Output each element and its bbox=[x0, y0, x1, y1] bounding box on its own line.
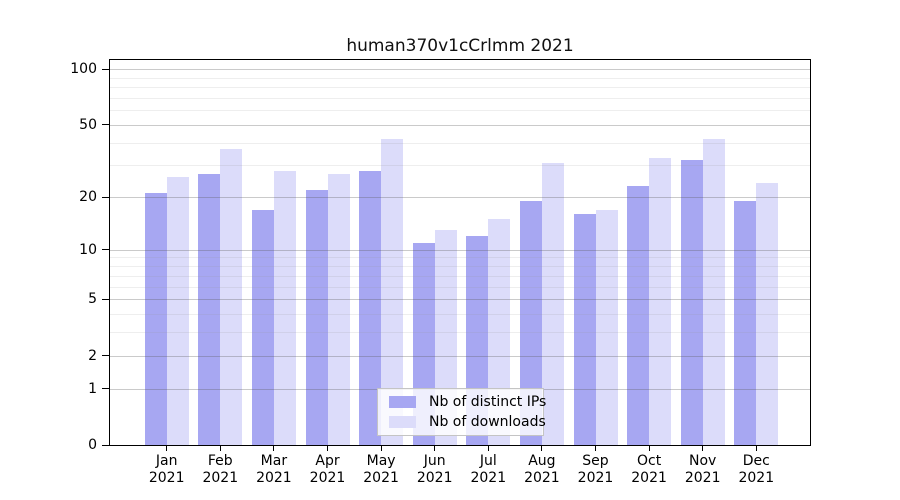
y-tick-label-10: 10 bbox=[79, 241, 97, 258]
gridline-50 bbox=[110, 124, 810, 126]
legend: Nb of distinct IPs Nb of downloads bbox=[377, 388, 547, 436]
x-tick-1 bbox=[166, 445, 168, 451]
bar-jan-2021-downloads bbox=[166, 176, 189, 445]
gridline-9 bbox=[110, 257, 810, 259]
bar-aug-2021-downloads bbox=[541, 162, 564, 445]
gridline-8 bbox=[110, 266, 810, 268]
gridline-30 bbox=[110, 165, 810, 167]
y-tick-50 bbox=[102, 124, 109, 126]
x-label-sep-2021: Sep 2021 bbox=[577, 453, 614, 486]
x-label-feb-2021: Feb 2021 bbox=[202, 453, 239, 486]
x-tick-3 bbox=[273, 445, 275, 451]
gridline-70 bbox=[110, 97, 810, 99]
y-tick-label-2: 2 bbox=[88, 347, 97, 364]
legend-swatch-downloads bbox=[389, 416, 416, 429]
x-label-mar-2021: Mar 2021 bbox=[256, 453, 292, 486]
gridline-7 bbox=[110, 275, 810, 277]
gridline-80 bbox=[110, 87, 810, 89]
x-label-apr-2021: Apr 2021 bbox=[309, 453, 346, 486]
x-tick-5 bbox=[380, 445, 382, 451]
bar-jan-2021-distinct-ips bbox=[144, 193, 167, 445]
gridline-6 bbox=[110, 286, 810, 288]
x-tick-7 bbox=[487, 445, 489, 451]
gridline-2 bbox=[110, 355, 810, 357]
x-label-jun-2021: Jun 2021 bbox=[416, 453, 453, 486]
gridline-5 bbox=[110, 299, 810, 301]
y-tick-label-100: 100 bbox=[70, 61, 97, 78]
bar-mar-2021-distinct-ips bbox=[251, 209, 274, 445]
legend-swatch-distinct-ips bbox=[389, 395, 416, 408]
x-tick-2 bbox=[219, 445, 221, 451]
bar-oct-2021-distinct-ips bbox=[627, 186, 650, 445]
bar-may-2021-downloads bbox=[381, 138, 404, 445]
bar-may-2021-distinct-ips bbox=[359, 170, 382, 445]
gridline-3 bbox=[110, 332, 810, 334]
bar-mar-2021-downloads bbox=[273, 170, 296, 445]
y-tick-label-5: 5 bbox=[88, 291, 97, 308]
y-tick-0 bbox=[102, 444, 109, 446]
y-tick-5 bbox=[102, 298, 109, 300]
x-label-may-2021: May 2021 bbox=[363, 453, 399, 486]
y-tick-2 bbox=[102, 355, 109, 357]
bar-sep-2021-downloads bbox=[595, 209, 618, 445]
y-tick-20 bbox=[102, 196, 109, 198]
bar-sep-2021-distinct-ips bbox=[573, 214, 596, 445]
legend-label-distinct-ips: Nb of distinct IPs bbox=[429, 393, 547, 410]
y-tick-label-1: 1 bbox=[88, 380, 97, 397]
x-label-aug-2021: Aug 2021 bbox=[524, 453, 560, 486]
y-tick-100 bbox=[102, 68, 109, 70]
x-tick-12 bbox=[755, 445, 757, 451]
x-tick-4 bbox=[327, 445, 328, 451]
y-tick-label-20: 20 bbox=[79, 189, 97, 206]
gridline-90 bbox=[110, 77, 810, 79]
bar-dec-2021-downloads bbox=[756, 182, 779, 445]
x-tick-6 bbox=[434, 445, 436, 451]
y-tick-label-0: 0 bbox=[88, 437, 97, 453]
bar-aug-2021-distinct-ips bbox=[519, 201, 542, 445]
x-label-jan-2021: Jan 2021 bbox=[148, 453, 185, 486]
legend-item-downloads: Nb of downloads bbox=[378, 414, 546, 431]
y-tick-1 bbox=[102, 388, 109, 390]
bar-nov-2021-downloads bbox=[702, 138, 725, 445]
x-tick-9 bbox=[595, 445, 596, 451]
x-label-dec-2021: Dec 2021 bbox=[738, 453, 775, 486]
x-label-oct-2021: Oct 2021 bbox=[631, 453, 667, 486]
bar-dec-2021-distinct-ips bbox=[734, 201, 757, 445]
gridline-40 bbox=[110, 142, 810, 144]
legend-label-downloads: Nb of downloads bbox=[429, 414, 546, 431]
bar-apr-2021-downloads bbox=[327, 173, 350, 445]
bar-oct-2021-downloads bbox=[649, 157, 672, 445]
gridline-10 bbox=[110, 249, 810, 251]
chart-title: human370v1cCrlmm 2021 bbox=[346, 36, 574, 56]
gridline-100 bbox=[110, 69, 810, 71]
x-tick-8 bbox=[541, 445, 543, 451]
gridline-4 bbox=[110, 313, 810, 315]
y-tick-10 bbox=[102, 249, 109, 251]
bar-nov-2021-distinct-ips bbox=[680, 160, 703, 445]
bar-feb-2021-downloads bbox=[220, 148, 243, 445]
x-tick-11 bbox=[702, 445, 704, 451]
bar-feb-2021-distinct-ips bbox=[198, 173, 221, 445]
gridline-20 bbox=[110, 197, 810, 199]
y-tick-label-50: 50 bbox=[79, 116, 97, 133]
bar-apr-2021-distinct-ips bbox=[305, 189, 328, 445]
gridline-60 bbox=[110, 110, 810, 112]
legend-item-distinct-ips: Nb of distinct IPs bbox=[378, 393, 547, 410]
x-label-jul-2021: Jul 2021 bbox=[470, 453, 507, 486]
x-label-nov-2021: Nov 2021 bbox=[684, 453, 721, 486]
x-tick-10 bbox=[648, 445, 650, 451]
